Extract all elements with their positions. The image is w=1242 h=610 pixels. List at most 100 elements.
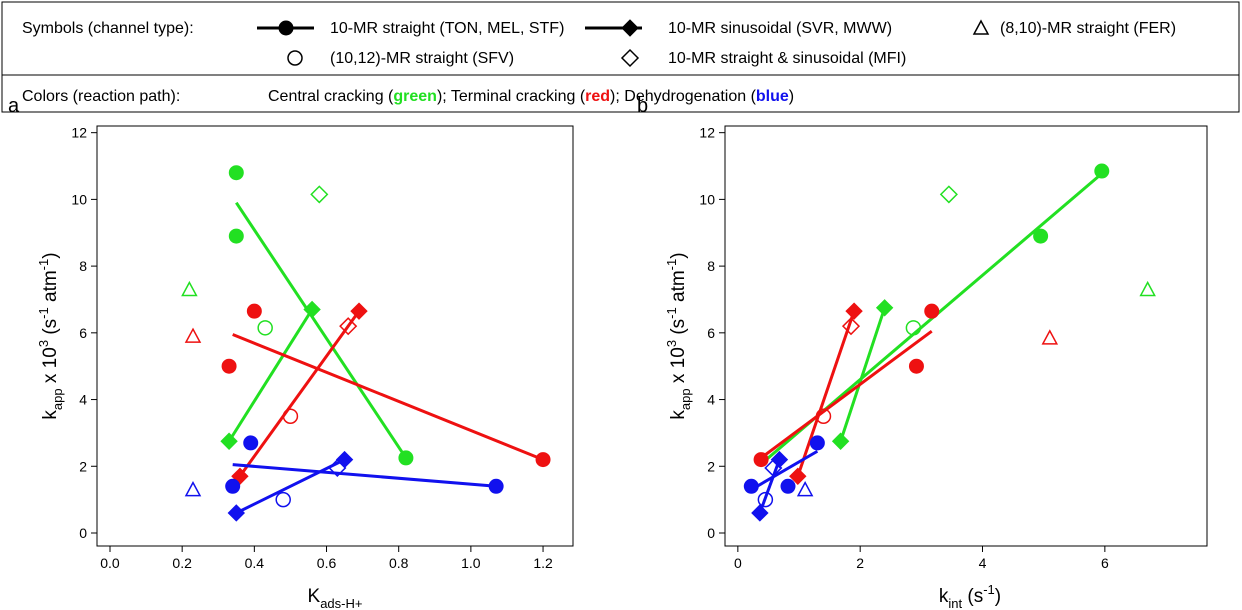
legend-marker [621, 19, 639, 37]
data-point [764, 458, 783, 477]
data-point [841, 317, 861, 336]
data-point [757, 491, 774, 508]
label-sup: -1 [36, 259, 51, 271]
data-point [908, 358, 924, 374]
data-point [310, 185, 329, 204]
data-point [227, 504, 246, 522]
colors-box [1, 74, 1240, 113]
data-point [815, 408, 832, 424]
colors-text-part: ); Terminal cracking ( [437, 88, 586, 105]
data-point [789, 467, 807, 485]
data-point [246, 303, 262, 319]
data-point [796, 481, 814, 497]
fit-line [227, 308, 314, 443]
label-part: K [308, 586, 321, 607]
colors-label: Colors (reaction path): [22, 88, 180, 105]
x-axis-label: Kads-H+ [308, 586, 363, 610]
data-point [184, 481, 202, 497]
label-sup: -1 [664, 259, 679, 271]
symbols-box [1, 1, 1240, 76]
legend-label: (10,12)-MR straight (SFV) [330, 50, 514, 67]
data-point [221, 358, 237, 374]
data-point [328, 458, 347, 477]
fit-line [235, 201, 408, 459]
legend-label: 10-MR straight (TON, MEL, STF) [330, 20, 564, 37]
label-sub: ads-H+ [320, 596, 362, 610]
y-tick-label: 2 [79, 458, 87, 474]
data-point [780, 478, 796, 494]
fit-line [796, 310, 856, 477]
label-sup: -1 [664, 307, 679, 319]
data-point [350, 302, 368, 320]
legend-label: 10-MR straight & sinusoidal (MFI) [668, 50, 906, 67]
color-word: blue [756, 88, 789, 105]
label-part: k [668, 410, 689, 420]
x-tick-label: 0 [734, 555, 742, 571]
legend-label: 10-MR sinusoidal (SVR, MWW) [668, 20, 892, 37]
plot-frame [724, 125, 1208, 547]
x-tick-label: 4 [979, 555, 987, 571]
fit-line [235, 458, 346, 515]
y-tick-label: 8 [79, 258, 87, 274]
y-tick-label: 12 [699, 125, 715, 141]
data-point [339, 317, 358, 336]
y-tick-label: 6 [79, 325, 87, 341]
label-part: ) [40, 252, 61, 258]
data-point [751, 504, 769, 522]
data-point [770, 450, 789, 469]
fit-line [760, 329, 933, 460]
label-part: (s [668, 319, 689, 340]
data-point [1139, 280, 1156, 297]
legend-label: (8,10)-MR straight (FER) [1000, 20, 1176, 37]
data-point [535, 452, 551, 468]
data-point [228, 228, 244, 244]
colors-text-part: ); Dehydrogenation ( [610, 88, 757, 105]
y-tick-label: 0 [707, 525, 715, 541]
label-part: x 10 [40, 347, 61, 388]
data-point [845, 302, 863, 320]
fit-line [758, 459, 781, 514]
color-word: red [585, 88, 610, 105]
label-part: atm [40, 270, 61, 307]
x-tick-label: 1.0 [461, 555, 481, 571]
x-tick-label: 0.8 [389, 555, 409, 571]
x-tick-label: 2 [856, 555, 864, 571]
data-point [831, 432, 850, 450]
y-tick-label: 4 [707, 392, 715, 408]
data-point [225, 478, 241, 494]
x-tick-label: 0.0 [100, 555, 120, 571]
legend-marker [972, 19, 990, 35]
fit-line [232, 333, 544, 461]
label-part: ) [668, 252, 689, 258]
legend-marker [278, 20, 294, 36]
label-part: k [939, 586, 949, 607]
label-sup: 3 [664, 340, 679, 347]
label-part: x 10 [668, 347, 689, 388]
fit-line [750, 449, 819, 491]
x-tick-label: 6 [1101, 555, 1109, 571]
colors-text-part: Central cracking ( [268, 88, 394, 105]
x-axis-label: kint (s-1) [939, 582, 1001, 610]
label-part: k [40, 410, 61, 420]
data-point [1041, 329, 1059, 345]
data-point [809, 435, 825, 451]
data-point [1094, 163, 1110, 179]
panel-label: b [637, 95, 648, 117]
label-sup: 3 [36, 340, 51, 347]
label-sub: app [50, 388, 65, 410]
fit-line [839, 307, 887, 442]
data-point [282, 408, 299, 424]
label-sub: app [678, 388, 693, 410]
label-part: (s [40, 319, 61, 340]
y-tick-label: 6 [707, 325, 715, 341]
data-point [184, 327, 202, 343]
data-point [335, 450, 354, 469]
data-point [939, 185, 958, 204]
x-tick-label: 0.4 [245, 555, 265, 571]
data-point [275, 491, 291, 508]
y-tick-label: 10 [71, 191, 87, 207]
data-point [753, 452, 769, 468]
y-axis-label: kapp x 103 (s-1 atm-1) [36, 252, 65, 419]
data-point [875, 299, 894, 317]
y-tick-label: 0 [79, 525, 87, 541]
